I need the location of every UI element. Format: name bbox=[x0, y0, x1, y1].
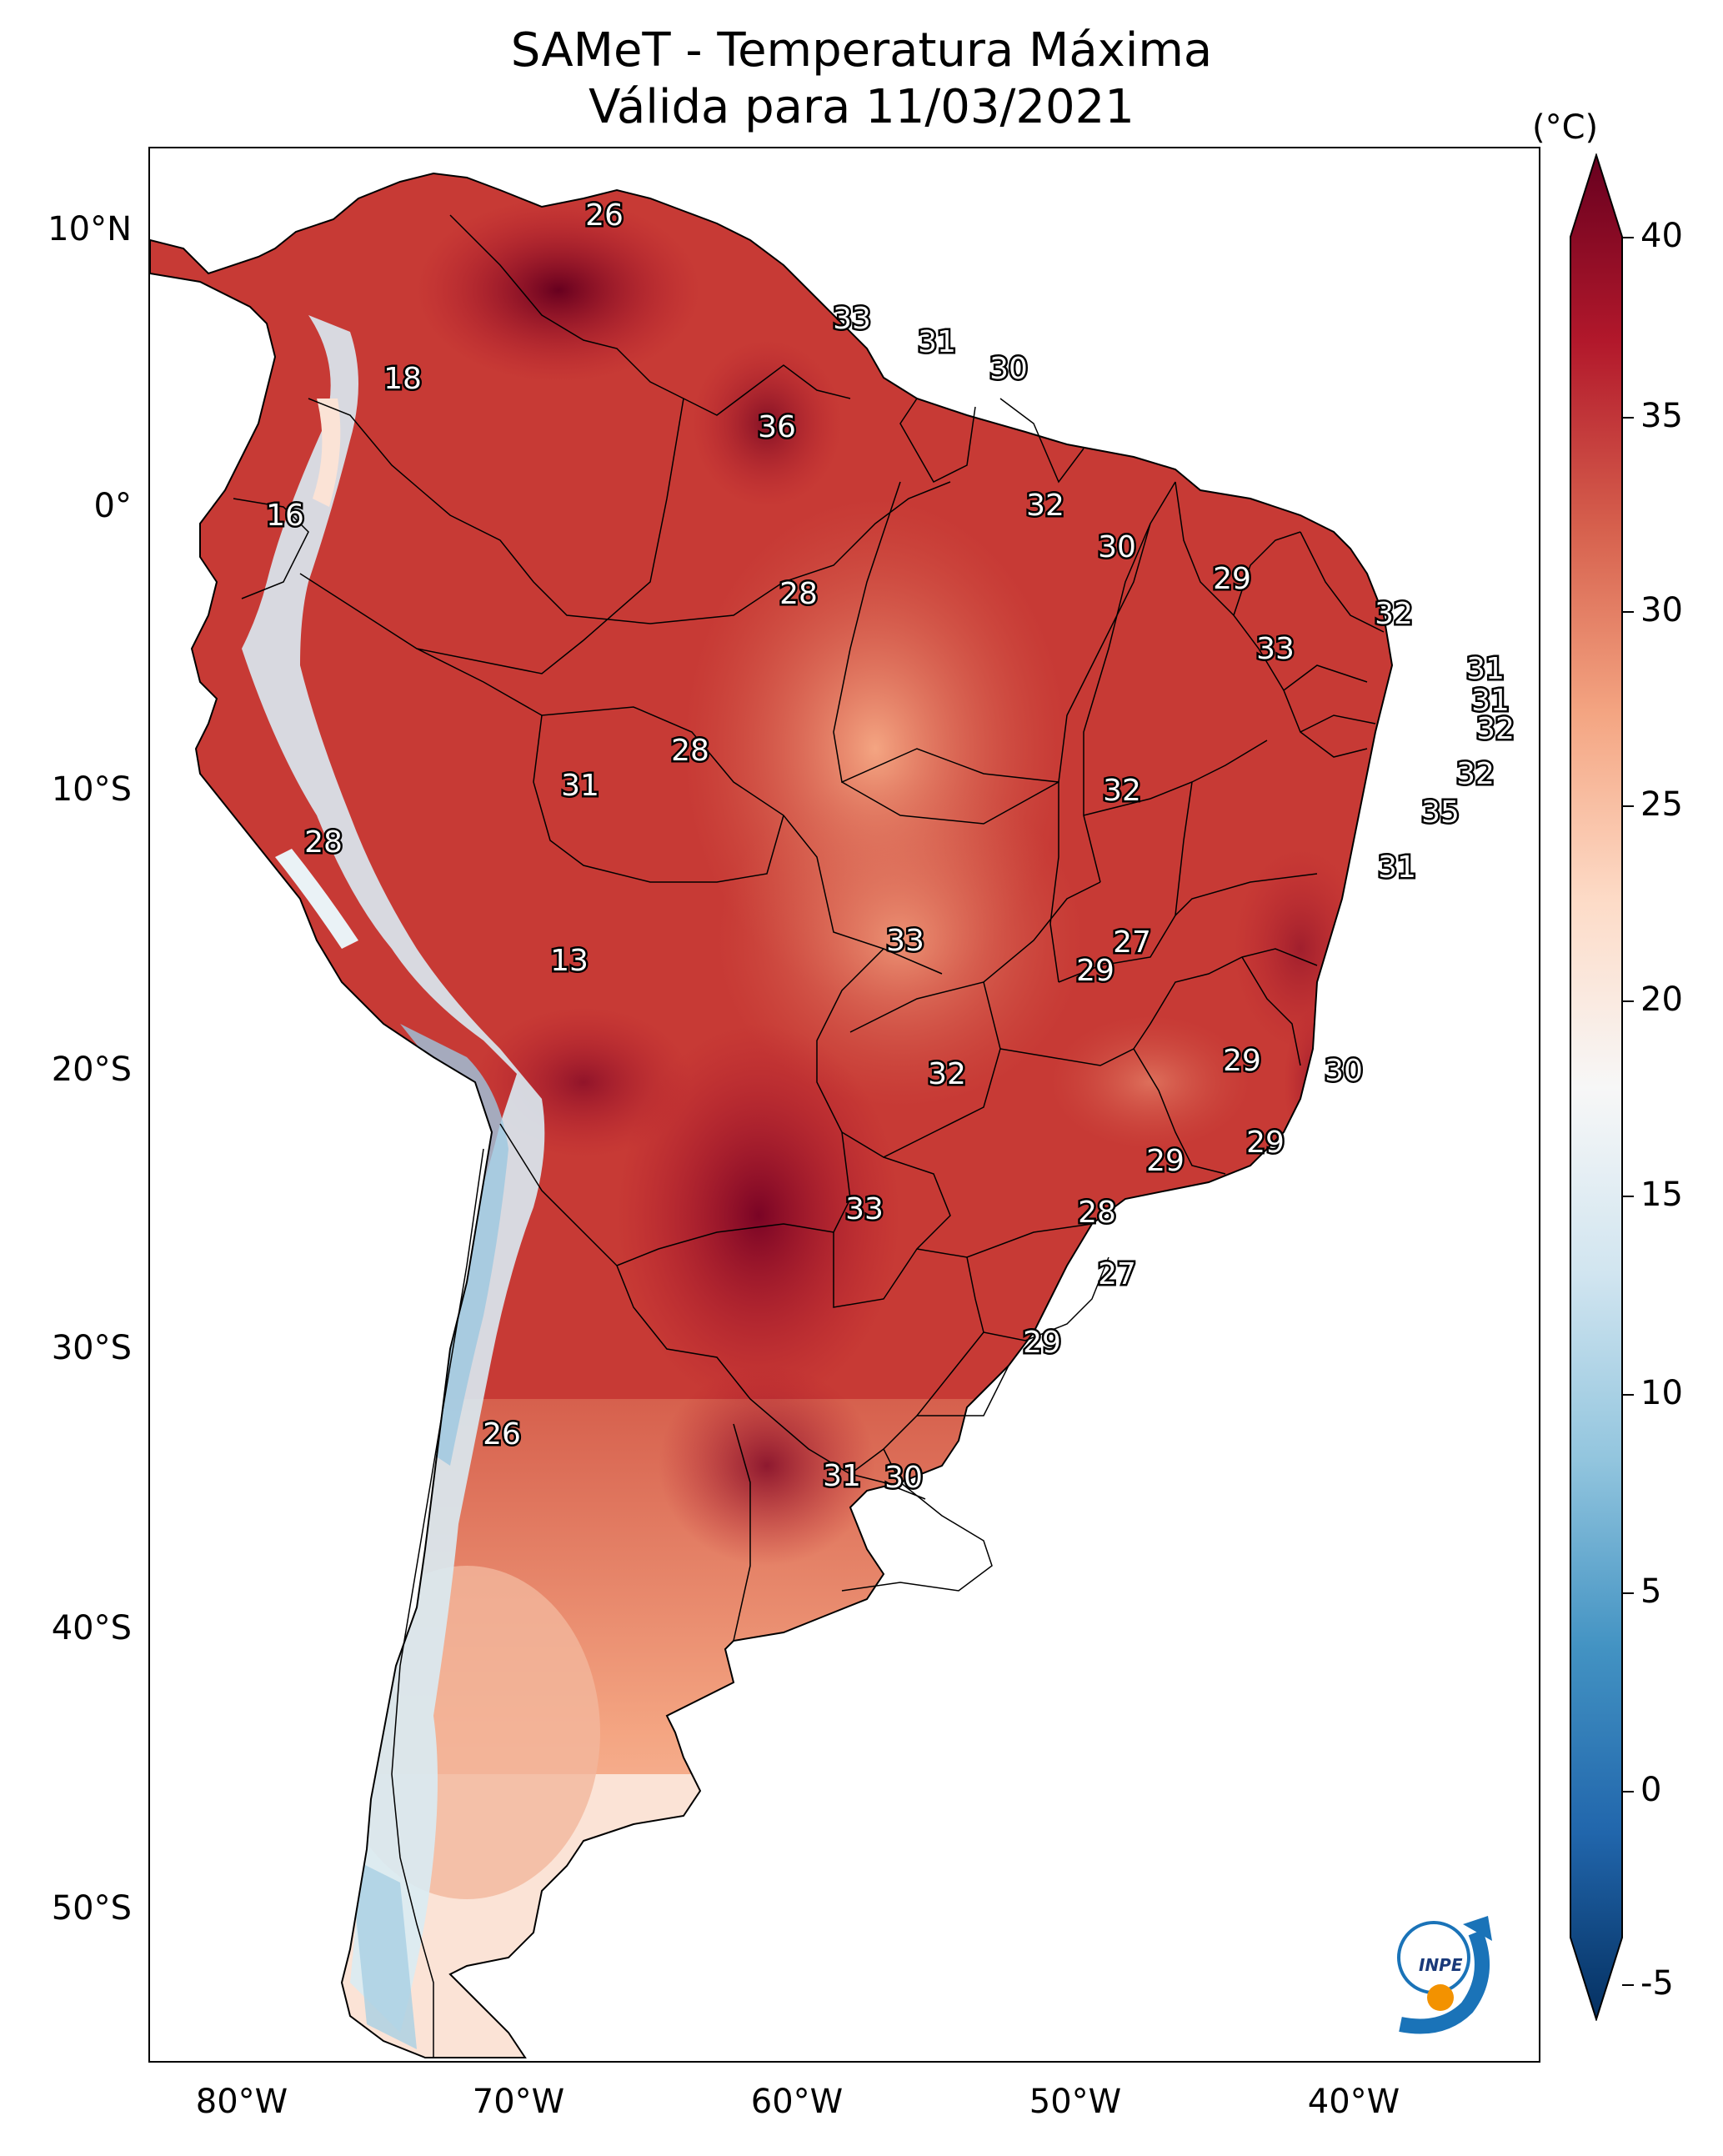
label-33-guyana: 33 bbox=[833, 302, 871, 336]
label-27-sc: 27 bbox=[1098, 1257, 1136, 1291]
label-30-guiana: 30 bbox=[989, 352, 1028, 386]
label-31-rn: 31 bbox=[1466, 652, 1505, 686]
lon-label-60w: 60°W bbox=[750, 2083, 844, 2121]
colorbar bbox=[1570, 153, 1623, 2021]
label-35-se: 35 bbox=[1421, 795, 1460, 830]
colorbar-label-20: 20 bbox=[1640, 980, 1683, 1019]
colorbar-label-10: 10 bbox=[1640, 1374, 1683, 1412]
colorbar-tick-minus5 bbox=[1622, 1984, 1634, 1986]
lon-label-40w: 40°W bbox=[1307, 2083, 1400, 2121]
colorbar-tick-35 bbox=[1622, 417, 1634, 419]
label-28-parana: 28 bbox=[1078, 1196, 1116, 1230]
label-28-amazonas: 28 bbox=[779, 577, 818, 611]
label-30-uruguay: 30 bbox=[884, 1461, 923, 1495]
lon-label-80w: 80°W bbox=[195, 2083, 288, 2121]
colorbar-gradient bbox=[1570, 153, 1623, 2021]
colorbar-tick-0 bbox=[1622, 1791, 1634, 1792]
lat-label-10n: 10°N bbox=[48, 210, 132, 248]
colorbar-tick-25 bbox=[1622, 805, 1634, 807]
colorbar-label-25: 25 bbox=[1640, 785, 1683, 824]
label-32-ceara: 32 bbox=[1375, 597, 1413, 631]
label-26-chile: 26 bbox=[483, 1417, 521, 1452]
colorbar-label-35: 35 bbox=[1640, 397, 1683, 435]
lat-label-10s: 10°S bbox=[51, 770, 132, 809]
label-16-ecuador: 16 bbox=[266, 499, 304, 533]
label-29-rj: 29 bbox=[1246, 1126, 1285, 1160]
label-32-al: 32 bbox=[1456, 757, 1495, 791]
label-32-ms: 32 bbox=[928, 1057, 966, 1091]
map-frame: 26 18 16 33 31 30 36 32 30 28 29 32 33 3… bbox=[148, 147, 1540, 2063]
label-29-minas: 29 bbox=[1223, 1044, 1261, 1078]
label-31-suriname: 31 bbox=[918, 325, 956, 359]
label-33-piaui: 33 bbox=[1256, 632, 1295, 666]
colorbar-tick-30 bbox=[1622, 611, 1634, 613]
colorbar-tick-15 bbox=[1622, 1196, 1634, 1197]
map-subtitle-date: Válida para 11/03/2021 bbox=[589, 80, 1134, 134]
colorbar-label-0: 0 bbox=[1640, 1771, 1662, 1809]
lon-label-50w: 50°W bbox=[1029, 2083, 1122, 2121]
label-26-north: 26 bbox=[585, 198, 624, 233]
colorbar-tick-20 bbox=[1622, 1000, 1634, 1002]
colorbar-label-15: 15 bbox=[1640, 1176, 1683, 1214]
label-33-paraguay: 33 bbox=[845, 1192, 884, 1226]
temperature-labels: 26 18 16 33 31 30 36 32 30 28 29 32 33 3… bbox=[264, 197, 1517, 1497]
label-28-peru: 28 bbox=[304, 825, 343, 860]
colorbar-label-30: 30 bbox=[1640, 591, 1683, 629]
colorbar-tick-5 bbox=[1622, 1592, 1634, 1594]
label-31-pb: 31 bbox=[1471, 684, 1510, 718]
lat-label-30s: 30°S bbox=[51, 1329, 132, 1367]
colorbar-tick-40 bbox=[1622, 237, 1634, 238]
label-32-pe: 32 bbox=[1476, 712, 1515, 746]
colorbar-unit: (°C) bbox=[1532, 108, 1599, 147]
label-31-acre: 31 bbox=[561, 769, 599, 803]
label-29-maranhao: 29 bbox=[1213, 562, 1251, 596]
temperature-field bbox=[150, 173, 1392, 2058]
lat-label-40s: 40°S bbox=[51, 1609, 132, 1647]
label-32-amapa: 32 bbox=[1026, 489, 1064, 523]
colorbar-tick-10 bbox=[1622, 1394, 1634, 1396]
label-28-acre-ro: 28 bbox=[671, 734, 709, 768]
colorbar-label-40: 40 bbox=[1640, 217, 1683, 255]
inpe-logo-text: INPE bbox=[1419, 1955, 1463, 1975]
label-31-uruguay: 31 bbox=[823, 1459, 861, 1493]
label-29-goias: 29 bbox=[1076, 954, 1114, 988]
label-33-mato-grosso: 33 bbox=[886, 924, 924, 958]
lon-label-70w: 70°W bbox=[472, 2083, 565, 2121]
lat-label-50s: 50°S bbox=[51, 1889, 132, 1928]
label-13-andes: 13 bbox=[550, 944, 589, 978]
label-18-colombia: 18 bbox=[383, 362, 422, 396]
label-32-tocantins: 32 bbox=[1103, 774, 1141, 808]
lat-label-20s: 20°S bbox=[51, 1050, 132, 1089]
label-29-sp: 29 bbox=[1146, 1144, 1185, 1178]
label-31-bahia: 31 bbox=[1378, 850, 1416, 885]
label-36-roraima: 36 bbox=[758, 410, 796, 444]
colorbar-label-minus5: -5 bbox=[1640, 1964, 1674, 2003]
lat-label-0: 0° bbox=[93, 487, 132, 525]
label-27-goias: 27 bbox=[1113, 925, 1151, 960]
label-30-belem: 30 bbox=[1098, 530, 1136, 564]
label-30-es: 30 bbox=[1325, 1054, 1363, 1088]
south-america-map: 26 18 16 33 31 30 36 32 30 28 29 32 33 3… bbox=[150, 173, 1517, 2058]
inpe-logo: INPE bbox=[1397, 1916, 1492, 2034]
map-title: SAMeT - Temperatura Máxima bbox=[510, 23, 1213, 78]
political-borders bbox=[233, 214, 1385, 2058]
label-29-rs: 29 bbox=[1023, 1326, 1061, 1360]
colorbar-label-5: 5 bbox=[1640, 1572, 1662, 1611]
